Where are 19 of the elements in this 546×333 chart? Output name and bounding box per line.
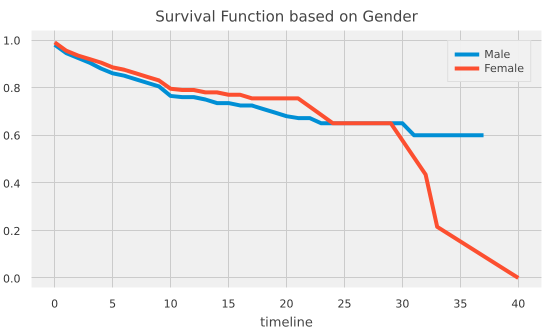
legend-label: Male xyxy=(484,47,510,61)
x-tick-label: 15 xyxy=(222,298,236,310)
y-tick-label: 0.8 xyxy=(3,82,21,96)
y-tick-label: 1.0 xyxy=(3,34,21,48)
x-tick-label: 0 xyxy=(51,298,58,310)
x-tick-label: 25 xyxy=(337,298,352,310)
x-tick-label: 5 xyxy=(109,298,116,310)
x-tick-label: 30 xyxy=(395,298,410,310)
x-tick-label: 20 xyxy=(280,298,294,310)
y-tick-label: 0.6 xyxy=(3,130,21,143)
x-tick-label: 10 xyxy=(164,298,178,310)
x-tick-label: 35 xyxy=(453,298,468,310)
chart-title: Survival Function based on Gender xyxy=(155,8,419,26)
y-tick-label: 0.0 xyxy=(3,272,21,286)
x-axis-title: timeline xyxy=(260,316,313,330)
y-tick-label: 0.4 xyxy=(3,177,21,190)
x-tick-label: 40 xyxy=(511,298,526,310)
legend-label: Female xyxy=(484,61,524,75)
y-tick-label: 0.2 xyxy=(3,224,21,238)
